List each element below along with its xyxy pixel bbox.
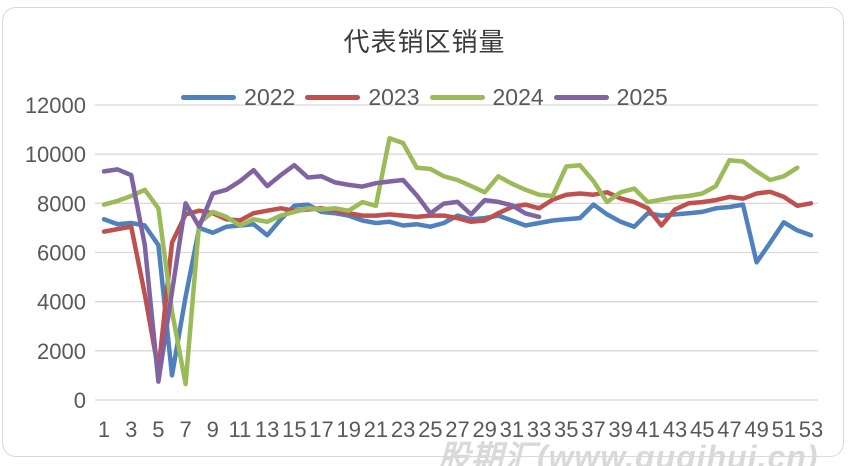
- x-axis-tick-label: 37: [581, 417, 605, 442]
- legend-label-2025: 2025: [616, 84, 668, 110]
- x-axis-tick-label: 13: [255, 417, 279, 442]
- x-axis-tick-label: 5: [152, 417, 164, 442]
- y-axis-tick-label: 4000: [37, 290, 86, 315]
- x-axis-tick-label: 45: [690, 417, 714, 442]
- y-axis-tick-label: 0: [74, 388, 86, 413]
- legend-swatch-2024: [429, 95, 485, 100]
- legend-swatch-2025: [553, 95, 609, 100]
- x-axis-tick-label: 31: [500, 417, 524, 442]
- x-axis-tick-label: 15: [282, 417, 306, 442]
- x-axis-tick-label: 51: [772, 417, 796, 442]
- legend-item-2022: 2022: [181, 84, 295, 111]
- legend-item-2023: 2023: [305, 84, 420, 111]
- legend-label-2022: 2022: [244, 84, 296, 110]
- x-axis-tick-label: 43: [663, 417, 687, 442]
- x-axis-tick-label: 39: [608, 417, 632, 442]
- x-axis-tick-label: 7: [179, 417, 191, 442]
- x-axis-tick-label: 47: [717, 417, 741, 442]
- legend-item-2025: 2025: [553, 84, 668, 111]
- legend: 2022 2023 2024 2025: [0, 84, 849, 111]
- x-axis-tick-label: 29: [472, 417, 496, 442]
- legend-label-2024: 2024: [492, 84, 544, 110]
- x-axis-tick-label: 19: [336, 417, 360, 442]
- series-line-2022: [101, 202, 814, 378]
- x-axis-tick-label: 27: [445, 417, 469, 442]
- series-line-2025: [101, 162, 542, 384]
- legend-item-2024: 2024: [429, 84, 544, 111]
- x-axis-tick-label: 1: [98, 417, 110, 442]
- y-axis-tick-label: 8000: [37, 191, 86, 216]
- x-axis-tick-label: 23: [391, 417, 415, 442]
- watermark-text: 股期汇(www.guqihui.cn): [438, 439, 819, 466]
- x-axis-tick-label: 33: [527, 417, 551, 442]
- y-axis-tick-label: 6000: [37, 241, 86, 266]
- legend-swatch-2023: [305, 95, 361, 100]
- x-axis-tick-label: 11: [229, 417, 252, 442]
- series-line-2023: [101, 189, 814, 373]
- x-axis-tick-label: 3: [125, 417, 137, 442]
- y-axis-tick-label: 2000: [37, 339, 86, 364]
- x-axis-tick-label: 41: [636, 417, 660, 442]
- y-axis-tick-label: 10000: [25, 142, 86, 167]
- x-axis-tick-label: 9: [207, 417, 219, 442]
- x-axis-tick-label: 35: [554, 417, 578, 442]
- legend-swatch-2022: [181, 95, 237, 100]
- legend-label-2023: 2023: [368, 84, 420, 110]
- x-axis-tick-label: 17: [309, 417, 333, 442]
- x-axis-tick-label: 49: [744, 417, 768, 442]
- series-line-2024: [101, 135, 800, 387]
- x-axis-tick-label: 53: [799, 417, 823, 442]
- x-axis-tick-label: 21: [364, 417, 388, 442]
- chart-title: 代表销区销量: [343, 27, 506, 57]
- y-axis-tick-label: 12000: [25, 93, 86, 118]
- x-axis-tick-label: 25: [418, 417, 442, 442]
